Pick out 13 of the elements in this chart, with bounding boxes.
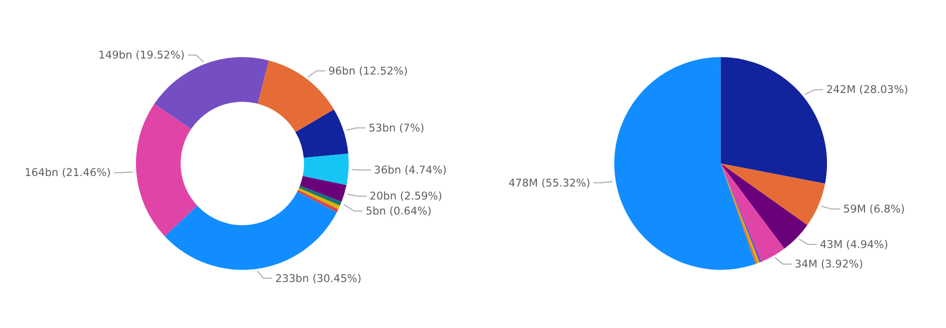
data-label: 149bn (19.52%) bbox=[98, 48, 185, 62]
data-label: 233bn (30.45%) bbox=[275, 272, 362, 285]
data-label: 164bn (21.46%) bbox=[24, 166, 111, 180]
data-label: 36bn (4.74%) bbox=[374, 163, 447, 176]
data-label: 20bn (2.59%) bbox=[370, 190, 442, 203]
data-label: 478M (55.32%) bbox=[508, 176, 590, 190]
data-label: 53bn (7%) bbox=[368, 121, 424, 134]
data-label: 242M (28.03%) bbox=[826, 83, 908, 96]
data-label: 43M (4.94%) bbox=[820, 238, 888, 251]
data-label: 34M (3.92%) bbox=[794, 258, 864, 271]
data-label: 59M (6.8%) bbox=[843, 202, 905, 216]
data-label: 96bn (12.52%) bbox=[328, 64, 408, 78]
data-label: 5bn (0.64%) bbox=[366, 204, 432, 218]
